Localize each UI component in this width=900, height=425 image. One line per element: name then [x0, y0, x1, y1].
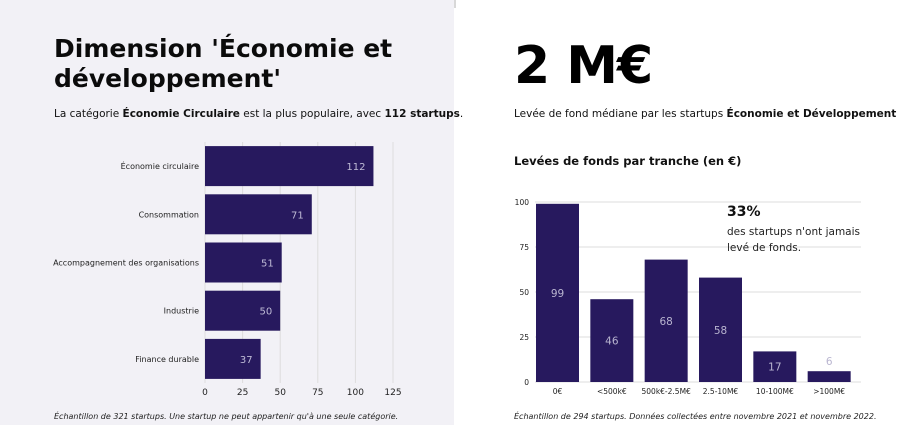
funding-category-label: >100M€ [813, 387, 845, 396]
x-tick-label: 25 [237, 388, 248, 398]
left-title: Dimension 'Économie et développement' [54, 34, 393, 93]
category-label: Industrie [164, 307, 199, 316]
left-subtitle: La catégorie Économie Circulaire est la … [54, 108, 463, 120]
funding-bar [590, 299, 634, 382]
category-bar [205, 194, 312, 235]
funding-bar [644, 259, 688, 382]
left-subtitle-count: 112 startups [384, 108, 460, 120]
left-subtitle-part: . [459, 108, 464, 120]
right-footnote: Échantillon de 294 startups. Données col… [514, 412, 877, 421]
y-tick-label: 75 [519, 243, 529, 252]
median-caption-part: Levée de fond médiane par les startups [514, 108, 727, 120]
category-bar-value: 71 [291, 210, 304, 221]
funding-chart-title: Levées de fonds par tranche (en €) [514, 154, 742, 168]
median-funding-caption: Levée de fond médiane par les startups É… [514, 108, 899, 120]
funding-category-label: 2.5-10M€ [703, 387, 739, 396]
x-tick-label: 0 [202, 388, 208, 398]
panel-divider [454, 0, 456, 8]
y-tick-label: 100 [515, 198, 530, 207]
funding-bar-value: 6 [826, 356, 833, 368]
category-label: Consommation [139, 210, 199, 219]
category-bar-value: 37 [240, 355, 253, 366]
funding-bar [536, 203, 579, 382]
category-label: Économie circulaire [121, 160, 199, 171]
x-tick-label: 125 [384, 388, 401, 398]
y-tick-label: 50 [519, 288, 529, 297]
funding-bar [807, 371, 851, 382]
category-label: Finance durable [135, 355, 199, 364]
funding-bar-value: 46 [605, 336, 619, 348]
funding-bar-value: 99 [551, 288, 564, 300]
left-subtitle-highlight: Économie Circulaire [122, 108, 240, 120]
funding-bar [753, 351, 797, 382]
funding-bar-value: 68 [659, 316, 672, 328]
category-bar-value: 51 [261, 259, 274, 270]
funding-bar-value: 58 [714, 325, 727, 337]
funding-category-label: 500k€-2.5M€ [642, 387, 692, 396]
no-funding-text: des startups n'ont jamais levé de fonds. [727, 226, 860, 254]
left-subtitle-part: est la plus populaire, avec [239, 108, 385, 120]
category-bar [205, 338, 261, 379]
y-tick-label: 25 [519, 333, 529, 342]
x-tick-label: 100 [347, 388, 364, 398]
left-footnote: Échantillon de 321 startups. Une startup… [54, 412, 399, 421]
left-subtitle-part: La catégorie [54, 108, 123, 120]
category-label: Accompagnement des organisations [53, 259, 199, 268]
category-bar [205, 146, 374, 187]
no-funding-percent: 33% [727, 204, 761, 220]
category-bar-value: 112 [346, 162, 365, 173]
funding-category-label: 10-100M€ [756, 387, 794, 396]
category-bar [205, 290, 281, 331]
x-tick-label: 50 [274, 388, 286, 398]
funding-bar [699, 277, 742, 382]
funding-category-label: 0€ [553, 387, 563, 396]
category-bar-value: 50 [259, 307, 272, 318]
funding-bar-value: 17 [768, 362, 781, 374]
median-caption-highlight: Économie et Développement [726, 108, 897, 120]
median-funding-value: 2 M€ [514, 36, 653, 96]
y-tick-label: 0 [524, 378, 529, 387]
funding-category-label: <500k€ [597, 387, 627, 396]
x-tick-label: 75 [312, 388, 323, 398]
category-bar [205, 242, 282, 283]
